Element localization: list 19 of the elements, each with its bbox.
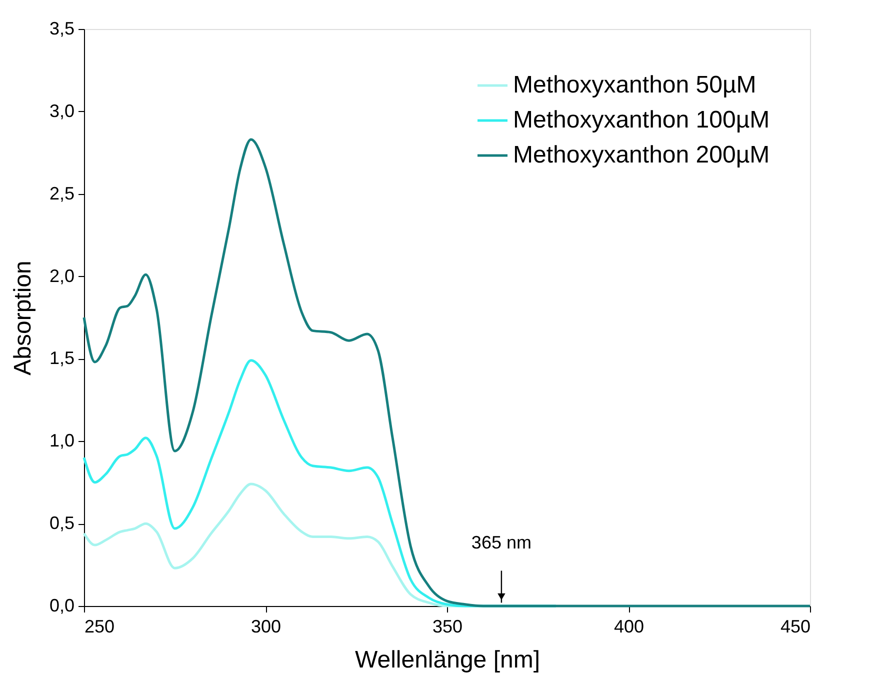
- x-axis-title: Wellenlänge [nm]: [355, 646, 540, 674]
- legend-label: Methoxyxanthon 100µM: [513, 106, 770, 134]
- legend-label: Methoxyxanthon 50µM: [513, 72, 756, 98]
- y-tick-label: 1,0: [49, 430, 74, 451]
- y-tick-label: 1,5: [49, 348, 74, 368]
- x-tick-label: 350: [432, 616, 463, 636]
- legend-label: Methoxyxanthon 200µM: [513, 142, 770, 168]
- y-axis-title: Absorption: [9, 260, 36, 376]
- annotation: 365 nm: [471, 532, 532, 553]
- y-tick-label: 2,0: [49, 266, 74, 286]
- x-tick-label: 250: [84, 616, 115, 636]
- x-tick-label: 300: [250, 616, 282, 636]
- y-tick-label: 2,5: [49, 183, 74, 204]
- y-tick-label: 3,5: [49, 18, 74, 38]
- y-tick-label: 0,5: [49, 513, 74, 534]
- y-tick-label: 0,0: [49, 596, 74, 616]
- x-tick-label: 450: [780, 616, 810, 636]
- y-tick-label: 3,0: [49, 100, 74, 121]
- x-tick-label: 400: [614, 616, 644, 636]
